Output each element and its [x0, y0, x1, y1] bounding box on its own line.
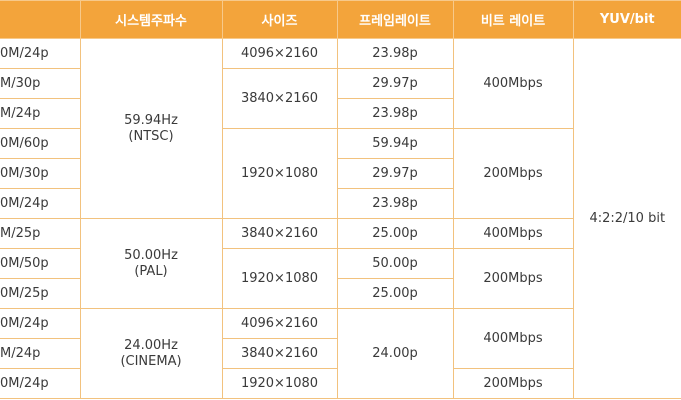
- cell: 59.94Hz (NTSC): [79, 38, 223, 219]
- header-row: 시스템주파수 사이즈 프레임레이트 비트 레이트 YUV/bit: [0, 0, 681, 39]
- cell-line: 50.00Hz: [124, 247, 178, 263]
- cell: M/30p: [0, 68, 81, 99]
- cell: 3840×2160: [221, 68, 338, 129]
- cell-line: 24.00Hz: [124, 337, 178, 353]
- cell: 29.97p: [336, 158, 453, 189]
- cell: 3840×2160: [221, 218, 338, 249]
- header-cell: YUV/bit: [572, 0, 681, 39]
- cell: 0M/24p: [0, 188, 81, 219]
- cell: 4:2:2/10 bit: [572, 38, 681, 399]
- cell: M/24p: [0, 338, 81, 369]
- cell: 29.97p: [336, 68, 453, 99]
- cell: 400Mbps: [452, 218, 573, 249]
- cell-line: (PAL): [134, 263, 168, 279]
- cell: 25.00p: [336, 278, 453, 309]
- cell: 400Mbps: [452, 38, 574, 129]
- cell: 0M/24p: [0, 38, 81, 69]
- header-cell: 사이즈: [221, 0, 338, 39]
- cell: 0M/24p: [0, 308, 81, 339]
- row: 0M/25p 25.00p: [0, 278, 681, 309]
- cell: 50.00p: [336, 248, 454, 279]
- cell: 3840×2160: [221, 338, 337, 369]
- header-cell: 프레임레이트: [336, 0, 454, 39]
- header-cell: 시스템주파수: [79, 0, 223, 39]
- cell: 24.00p: [336, 308, 454, 399]
- cell: 0M/60p: [0, 128, 81, 159]
- cell: 0M/25p: [0, 278, 81, 309]
- cell: 200Mbps: [452, 128, 573, 219]
- row: 0M/24p 59.94Hz (NTSC) 4096×2160 23.98p 40…: [0, 38, 681, 399]
- cell: 0M/50p: [0, 248, 81, 279]
- cell-line: (NTSC): [128, 128, 174, 144]
- cell: 23.98p: [336, 98, 453, 129]
- cell-line: 59.94Hz: [124, 112, 178, 128]
- cell: 23.98p: [336, 188, 453, 219]
- cell: 4096×2160: [221, 308, 338, 339]
- row: 0M/24p 23.98p: [0, 188, 681, 219]
- cell-line: (CINEMA): [120, 353, 182, 369]
- cell: 1920×1080: [221, 368, 338, 399]
- cell: 50.00Hz (PAL): [79, 218, 223, 309]
- cell: 4096×2160: [221, 38, 338, 69]
- cell: 400Mbps: [452, 308, 573, 369]
- cell: 24.00Hz (CINEMA): [79, 308, 223, 399]
- row: 0M/30p 29.97p: [0, 158, 681, 189]
- row: M/24p 23.98p: [0, 98, 681, 129]
- cell: 200Mbps: [452, 248, 573, 309]
- cell: 23.98p: [336, 38, 454, 69]
- cell: 0M/30p: [0, 158, 81, 189]
- header-cell: [0, 0, 81, 39]
- cell: 59.94p: [336, 128, 454, 159]
- row: 0M/24p 24.00Hz (CINEMA) 4096×2160 24.00p …: [0, 308, 681, 399]
- cell: 0M/24p: [0, 368, 81, 399]
- row: 0M/50p 1920×1080 50.00p 200Mbps: [0, 248, 681, 309]
- cell: M/25p: [0, 218, 81, 249]
- cell: 25.00p: [336, 218, 454, 249]
- header-cell: 비트 레이트: [452, 0, 574, 39]
- cell: 1920×1080: [221, 128, 338, 219]
- cell: M/24p: [0, 98, 81, 129]
- cell: 200Mbps: [452, 368, 573, 399]
- cell: 1920×1080: [221, 248, 338, 309]
- row: 0M/24p 1920×1080 200Mbps: [0, 368, 681, 399]
- row: M/30p 3840×2160 29.97p: [0, 68, 681, 129]
